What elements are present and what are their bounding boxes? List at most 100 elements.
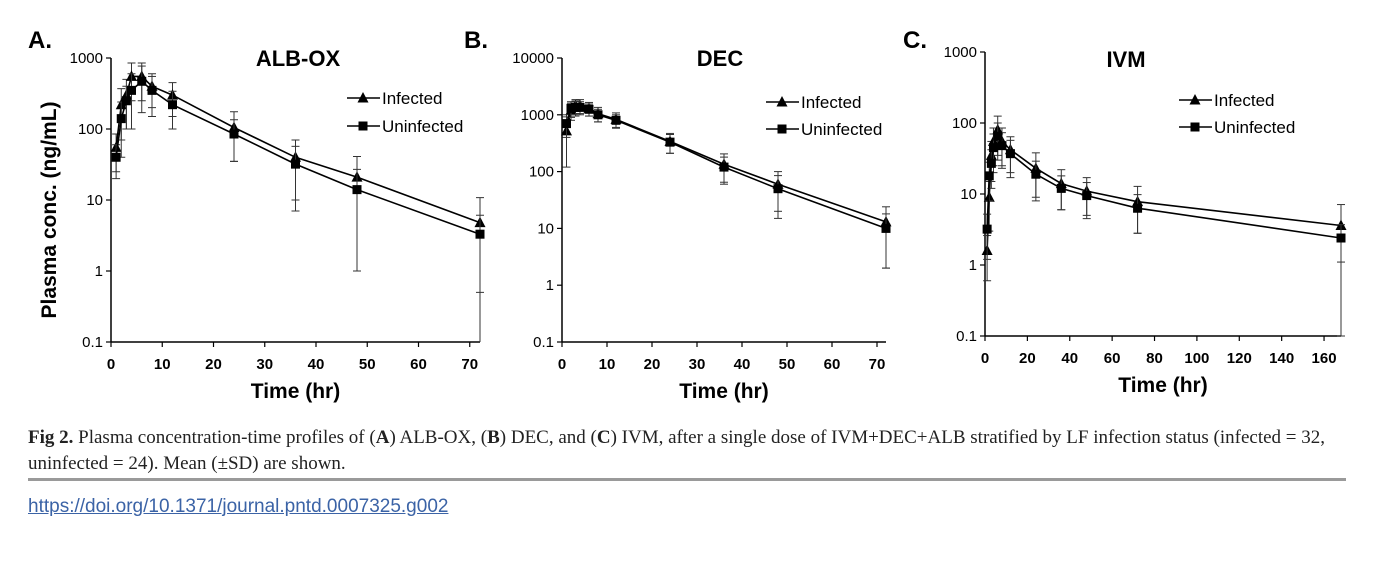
y-tick-label: 10000 xyxy=(512,50,554,67)
series-line xyxy=(986,134,1342,239)
x-tick-label: 20 xyxy=(205,356,222,373)
y-tick-label: 1000 xyxy=(944,44,977,61)
data-point xyxy=(1031,169,1041,179)
data-point xyxy=(997,141,1007,151)
legend-swatch-marker xyxy=(1190,122,1200,132)
x-tick-label: 30 xyxy=(256,356,273,373)
chart-title: DEC xyxy=(697,46,744,71)
data-point xyxy=(291,159,300,169)
data-point xyxy=(988,143,998,153)
caption-part: Plasma concentration-time profiles of ( xyxy=(73,427,376,448)
x-tick-label: 70 xyxy=(869,356,886,373)
x-tick-label: 60 xyxy=(1104,350,1121,367)
panel-letter: C. xyxy=(903,27,927,54)
y-tick-label: 1000 xyxy=(521,107,554,124)
data-point xyxy=(121,96,131,106)
x-axis-title: Time (hr) xyxy=(679,380,768,403)
caption-part: B xyxy=(487,427,500,448)
data-point xyxy=(593,110,603,120)
x-tick-label: 140 xyxy=(1269,350,1294,367)
x-tick-label: 20 xyxy=(644,356,661,373)
x-tick-label: 120 xyxy=(1227,350,1252,367)
caption-part: ) IVM, after a single dose of IVM+DEC+AL… xyxy=(28,427,1326,474)
x-tick-label: 60 xyxy=(410,356,427,373)
data-point xyxy=(147,85,157,95)
legend-swatch-marker xyxy=(1189,94,1201,105)
doi-link[interactable]: https://doi.org/10.1371/journal.pntd.000… xyxy=(28,496,449,517)
data-point xyxy=(127,85,136,95)
data-point xyxy=(562,119,571,129)
x-tick-label: 20 xyxy=(1019,350,1036,367)
x-tick-label: 70 xyxy=(461,356,478,373)
caption-part: ) DEC, and ( xyxy=(499,427,597,448)
x-tick-label: 0 xyxy=(107,356,115,373)
y-tick-label: 0.1 xyxy=(956,328,977,345)
y-tick-label: 10 xyxy=(960,186,977,203)
y-tick-label: 1000 xyxy=(70,50,103,67)
x-tick-label: 10 xyxy=(599,356,616,373)
x-tick-label: 50 xyxy=(359,356,376,373)
x-axis-title: Time (hr) xyxy=(251,380,340,403)
chart-panel-alb-ox: 0.1 1 10 100 1000 0 10 20 30 40 50 60 70 A. ALB-OX Time… xyxy=(28,27,486,403)
caption-lead: Fig 2. xyxy=(28,427,74,448)
caption-part: ) ALB-OX, ( xyxy=(389,427,488,448)
legend-label: Uninfected xyxy=(382,117,463,136)
y-tick-label: 100 xyxy=(78,121,103,138)
caption-text: Plasma concentration-time profiles of (A… xyxy=(28,427,1325,474)
y-tick-label: 10 xyxy=(86,192,103,209)
x-tick-label: 40 xyxy=(1061,350,1078,367)
figure-caption: Fig 2. Plasma concentration-time profile… xyxy=(28,425,1358,477)
x-axis-title: Time (hr) xyxy=(1118,374,1207,397)
caption-part: A xyxy=(375,427,390,448)
legend-label: Uninfected xyxy=(1214,118,1295,137)
data-point xyxy=(1056,183,1066,193)
x-tick-label: 50 xyxy=(779,356,796,373)
data-point xyxy=(1336,233,1346,243)
data-point xyxy=(584,104,594,114)
y-tick-label: 100 xyxy=(529,164,554,181)
data-point xyxy=(1082,191,1092,201)
chart-panel-dec: 0.1 1 10 100 1000 10000 0 10 20 30 40 50 60 70 B. DEC Ti… xyxy=(464,27,892,403)
y-tick-label: 0.1 xyxy=(82,334,103,351)
chart-title: IVM xyxy=(1106,47,1145,72)
y-tick-label: 1 xyxy=(95,263,103,280)
x-tick-label: 80 xyxy=(1146,350,1163,367)
data-point xyxy=(881,223,891,233)
data-point xyxy=(575,102,585,112)
x-tick-label: 60 xyxy=(824,356,841,373)
y-tick-label: 1 xyxy=(969,257,977,274)
x-tick-label: 160 xyxy=(1312,350,1337,367)
x-tick-label: 10 xyxy=(154,356,171,373)
x-tick-label: 0 xyxy=(558,356,566,373)
data-point xyxy=(475,229,485,239)
data-point xyxy=(229,129,239,139)
x-tick-label: 40 xyxy=(734,356,751,373)
chart-panel-ivm: 0.1 1 10 100 1000 0 20 40 60 80 100 120 140 160 C. IVM T… xyxy=(903,27,1347,397)
series-infected: Infected xyxy=(110,62,486,342)
series-uninfected: Uninfected xyxy=(562,100,891,269)
legend-swatch-marker xyxy=(776,96,788,107)
data-point xyxy=(137,76,147,86)
series-uninfected: Uninfected xyxy=(982,118,1346,263)
legend-label: Infected xyxy=(1214,91,1275,110)
data-point xyxy=(168,100,177,110)
data-point xyxy=(611,115,621,125)
data-point xyxy=(993,131,1003,141)
x-tick-label: 0 xyxy=(981,350,989,367)
legend-swatch-marker xyxy=(357,92,369,103)
x-tick-label: 30 xyxy=(689,356,706,373)
data-point xyxy=(1133,203,1143,213)
legend-label: Infected xyxy=(801,93,862,112)
data-point xyxy=(719,162,729,172)
data-point xyxy=(352,185,362,195)
y-tick-label: 1 xyxy=(546,277,554,294)
legend-label: Infected xyxy=(382,89,443,108)
y-tick-label: 100 xyxy=(952,115,977,132)
y-tick-label: 0.1 xyxy=(533,334,554,351)
x-tick-label: 100 xyxy=(1184,350,1209,367)
data-point xyxy=(986,158,996,168)
data-point xyxy=(1005,149,1015,159)
panel-letter: A. xyxy=(28,27,52,54)
y-axis-title: Plasma conc. (ng/mL) xyxy=(38,101,61,318)
